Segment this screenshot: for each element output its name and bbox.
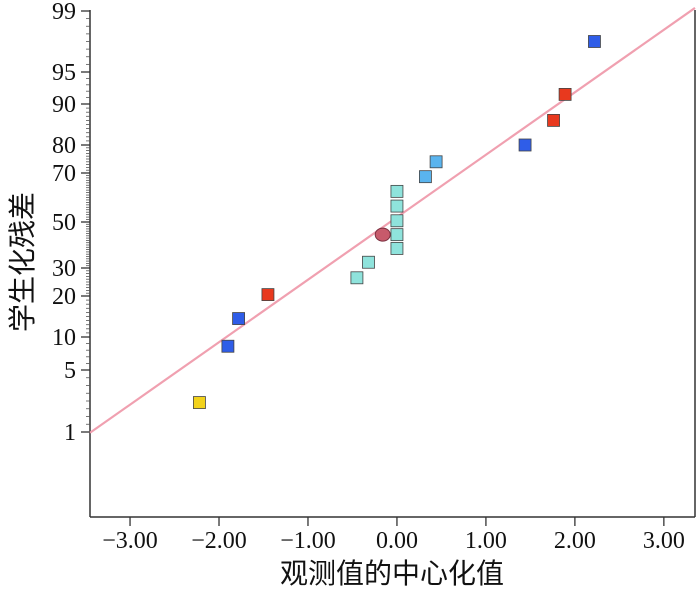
data-point	[390, 242, 404, 255]
y-tick-label: 10	[52, 325, 76, 351]
x-tick-label: −3.00	[102, 528, 158, 554]
data-point	[221, 339, 235, 353]
y-tick-label: 30	[52, 256, 76, 282]
data-point	[362, 255, 375, 269]
data-point	[429, 155, 443, 169]
data-point	[547, 114, 560, 127]
y-tick-label: 80	[52, 133, 76, 159]
y-tick-label: 99	[52, 0, 76, 25]
y-tick-label: 1	[64, 420, 76, 446]
x-tick-label: −2.00	[191, 528, 247, 554]
x-tick-label: 3.00	[643, 528, 685, 554]
data-point	[193, 396, 206, 409]
y-tick-label: 5	[64, 358, 76, 384]
data-point	[419, 170, 432, 184]
data-point	[374, 227, 391, 242]
x-tick-label: 2.00	[554, 528, 596, 554]
x-tick-label: −1.00	[280, 528, 336, 554]
data-point	[558, 88, 572, 101]
x-axis-ticks: −3.00 −2.00 −1.00 0.00 1.00 2.00 3.00	[102, 517, 685, 554]
data-point	[518, 138, 532, 152]
x-tick-label: 1.00	[465, 528, 507, 554]
y-tick-label: 95	[52, 60, 76, 86]
data-point	[588, 35, 601, 48]
y-axis-title: 学生化残差	[6, 192, 39, 332]
data-point	[350, 271, 364, 285]
data-point	[390, 228, 404, 242]
data-point	[261, 288, 275, 302]
x-axis-title: 观测值的中心化值	[280, 557, 504, 590]
data-point	[232, 312, 245, 325]
data-point	[390, 199, 404, 213]
y-tick-label: 20	[52, 284, 76, 310]
y-tick-label: 90	[52, 92, 76, 118]
plot-area	[89, 10, 696, 518]
data-points	[193, 35, 601, 409]
x-tick-label: 0.00	[376, 528, 418, 554]
y-tick-label: 50	[52, 210, 76, 236]
data-point	[390, 184, 404, 198]
data-point	[390, 214, 404, 228]
y-tick-label: 70	[52, 161, 76, 187]
